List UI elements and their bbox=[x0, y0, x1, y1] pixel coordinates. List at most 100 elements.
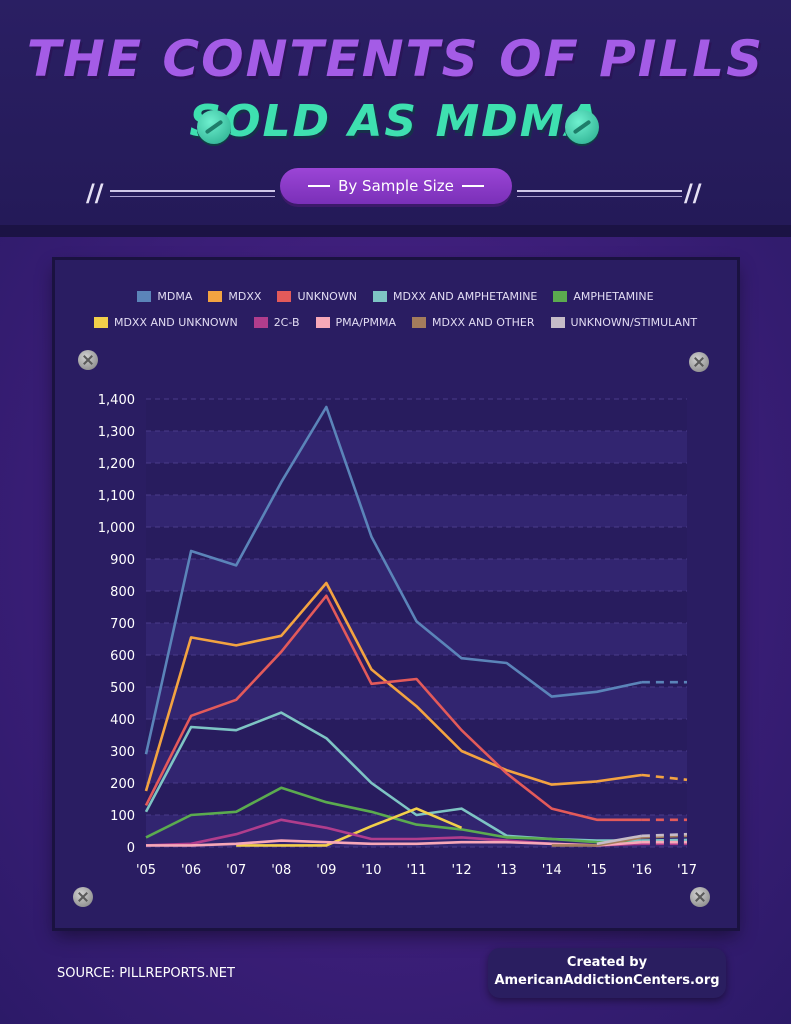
y-tick-label: 1,400 bbox=[98, 393, 135, 408]
series-line bbox=[144, 405, 687, 755]
y-tick-label: 800 bbox=[110, 585, 135, 600]
x-tick-label: '11 bbox=[406, 863, 426, 878]
series-line bbox=[144, 594, 687, 822]
screw-icon bbox=[73, 887, 93, 907]
y-tick-label: 500 bbox=[110, 681, 135, 696]
series-segment bbox=[596, 834, 643, 846]
credit-badge: Created by AmericanAddictionCenters.org bbox=[488, 948, 726, 998]
y-tick-label: 400 bbox=[110, 713, 135, 728]
screw-icon bbox=[78, 350, 98, 370]
grid-band bbox=[146, 751, 687, 783]
legend-label: PMA/PMMA bbox=[335, 316, 397, 329]
source-note: SOURCE: PILLREPORTS.NET bbox=[57, 966, 235, 981]
grid-band bbox=[146, 463, 687, 495]
grid-band bbox=[146, 527, 687, 559]
legend-swatch bbox=[93, 317, 108, 328]
y-tick-label: 1,300 bbox=[98, 425, 135, 440]
legend-swatch bbox=[315, 317, 330, 328]
legend-label: MDMA bbox=[157, 290, 193, 303]
legend-label: MDXX AND OTHER bbox=[432, 316, 535, 329]
grid-band bbox=[146, 399, 687, 431]
grid-band bbox=[146, 431, 687, 463]
y-tick-label: 200 bbox=[110, 777, 135, 792]
hash-decoration-right: // bbox=[684, 179, 702, 207]
y-tick-label: 1,000 bbox=[98, 521, 135, 536]
x-tick-label: '17 bbox=[677, 863, 697, 878]
divider-line-left-thin bbox=[110, 196, 275, 197]
legend-item: MDMA bbox=[137, 290, 192, 303]
legend-label: MDXX AND UNKNOWN bbox=[113, 316, 238, 329]
pill-icon bbox=[197, 110, 231, 144]
page-title: THE CONTENTS OF PILLS bbox=[26, 30, 765, 88]
screw-icon bbox=[689, 352, 709, 372]
legend-row: MDXX AND UNKNOWN 2C-B PMA/PMMA MDXX AND OTH… bbox=[0, 316, 791, 329]
grid-band bbox=[146, 623, 687, 655]
subtitle-text: By Sample Size bbox=[338, 177, 454, 195]
x-tick-label: '06 bbox=[181, 863, 201, 878]
legend-swatch bbox=[277, 291, 292, 302]
legend-item: PMA/PMMA bbox=[315, 316, 397, 329]
series-line bbox=[596, 832, 688, 846]
y-tick-label: 300 bbox=[110, 745, 135, 760]
legend-item: 2C-B bbox=[253, 316, 300, 329]
projected-segment bbox=[641, 838, 688, 842]
y-tick-label: 1,200 bbox=[98, 457, 135, 472]
x-tick-label: '15 bbox=[587, 863, 607, 878]
pill-icon bbox=[565, 110, 599, 144]
screw-icon bbox=[690, 887, 710, 907]
y-tick-label: 700 bbox=[110, 617, 135, 632]
divider-line-right-thin bbox=[517, 196, 682, 197]
y-tick-label: 600 bbox=[110, 649, 135, 664]
legend-item: AMPHETAMINE bbox=[553, 290, 654, 303]
hash-decoration-left: // bbox=[86, 179, 104, 207]
header-divider bbox=[0, 225, 791, 237]
grid-band bbox=[146, 783, 687, 815]
series-segment bbox=[236, 807, 463, 847]
y-tick-label: 0 bbox=[127, 841, 135, 856]
legend-swatch bbox=[553, 291, 568, 302]
legend-item: UNKNOWN/STIMULANT bbox=[550, 316, 697, 329]
y-tick-label: 900 bbox=[110, 553, 135, 568]
y-tick-label: 1,100 bbox=[98, 489, 135, 504]
series-segment bbox=[144, 581, 643, 792]
credit-line1: Created by bbox=[566, 955, 648, 970]
legend-label: UNKNOWN bbox=[297, 290, 357, 303]
x-tick-label: '12 bbox=[452, 863, 472, 878]
dash-decoration bbox=[308, 185, 331, 187]
x-tick-label: '16 bbox=[632, 863, 652, 878]
legend-swatch bbox=[137, 291, 152, 302]
legend-swatch bbox=[208, 291, 223, 302]
projected-segment bbox=[641, 773, 688, 782]
series-segment bbox=[146, 839, 643, 847]
x-tick-label: '13 bbox=[497, 863, 517, 878]
credit-line2: AmericanAddictionCenters.org bbox=[494, 973, 720, 988]
legend-item: MDXX AND OTHER bbox=[412, 316, 535, 329]
page-title-secondary: SOLD AS MDMA bbox=[189, 96, 602, 147]
legend-label: AMPHETAMINE bbox=[573, 290, 654, 303]
legend-item: UNKNOWN bbox=[277, 290, 357, 303]
legend-item: MDXX bbox=[208, 290, 261, 303]
x-tick-label: '14 bbox=[542, 863, 562, 878]
legend-row: MDMA MDXX UNKNOWN MDXX AND AMPHETAMINE AMPHE… bbox=[0, 290, 791, 303]
series-line bbox=[551, 834, 688, 847]
legend-swatch bbox=[550, 317, 565, 328]
series-segment bbox=[551, 836, 643, 847]
dash-decoration bbox=[461, 185, 484, 187]
legend-item: MDXX AND UNKNOWN bbox=[93, 316, 238, 329]
series-line bbox=[146, 839, 687, 847]
grid-band bbox=[146, 495, 687, 527]
series-segment bbox=[144, 594, 642, 822]
y-tick-label: 100 bbox=[110, 809, 135, 824]
legend-label: 2C-B bbox=[273, 316, 300, 329]
legend-swatch bbox=[253, 317, 268, 328]
divider-line-left bbox=[110, 190, 275, 192]
series-line bbox=[236, 807, 463, 847]
legend-item: MDXX AND AMPHETAMINE bbox=[372, 290, 537, 303]
x-tick-label: '08 bbox=[271, 863, 291, 878]
projected-segment bbox=[641, 832, 688, 838]
x-tick-label: '10 bbox=[361, 863, 381, 878]
subtitle-badge: By Sample Size bbox=[280, 168, 512, 204]
grid-band bbox=[146, 719, 687, 751]
divider-line-right bbox=[517, 190, 682, 192]
